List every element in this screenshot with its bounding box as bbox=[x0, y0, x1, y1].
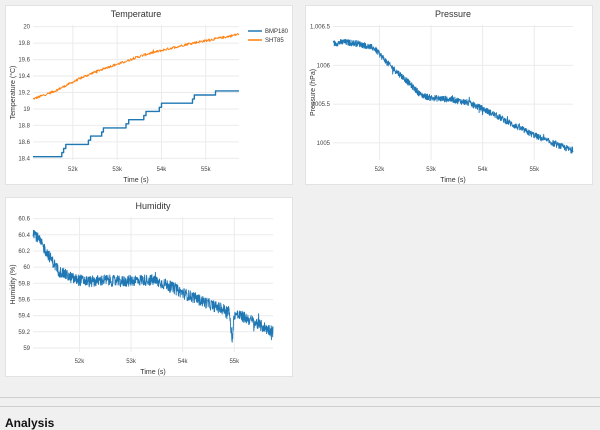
y-tick-label: 59.4 bbox=[18, 314, 30, 320]
x-tick-label: 55k bbox=[201, 167, 212, 173]
y-tick-label: 19 bbox=[23, 107, 30, 113]
series-line-hum bbox=[32, 229, 274, 343]
x-tick-label: 53k bbox=[126, 359, 137, 365]
pressure-chart-panel: Pressure 1005 1005.5 1006 1,006.5 52k 53k 54k 55… bbox=[305, 5, 593, 185]
x-tick-label: 55k bbox=[529, 167, 540, 173]
x-axis-label: Time (s) bbox=[140, 369, 165, 376]
series-line-bmp180 bbox=[33, 90, 239, 158]
humidity-chart-panel: Humidity 59 59.2 59.4 59.6 59.8 60 60.2 60.4 60.6… bbox=[5, 197, 293, 377]
y-tick-label: 19.6 bbox=[18, 58, 30, 64]
chart-title: Humidity bbox=[135, 201, 171, 211]
y-tick-label: 18.8 bbox=[18, 123, 30, 129]
y-tick-label: 18.4 bbox=[18, 156, 30, 162]
temperature-chart-panel: Temperature 18.4 18.6 18.8 19 19.2 19.4 19.6 19.… bbox=[5, 5, 293, 185]
section-divider bbox=[0, 406, 600, 407]
x-tick-label: 52k bbox=[75, 359, 86, 365]
y-tick-label: 20 bbox=[23, 25, 30, 31]
y-tick-label: 1005.5 bbox=[312, 102, 331, 108]
y-tick-label: 59.2 bbox=[18, 330, 30, 336]
x-tick-label: 55k bbox=[229, 359, 240, 365]
y-axis-label: Humidity (%) bbox=[10, 264, 17, 304]
y-tick-label: 59.6 bbox=[18, 297, 30, 303]
humidity-chart: Humidity 59 59.2 59.4 59.6 59.8 60 60.2 60.4 60.6… bbox=[10, 201, 274, 376]
y-tick-label: 19.4 bbox=[18, 74, 30, 80]
y-tick-label: 60.2 bbox=[18, 249, 30, 255]
y-tick-label: 1,006.5 bbox=[310, 25, 331, 31]
x-tick-label: 54k bbox=[157, 167, 168, 173]
x-axis-label: Time (s) bbox=[440, 177, 465, 184]
legend-label: SHT85 bbox=[265, 38, 284, 44]
x-tick-label: 52k bbox=[68, 167, 79, 173]
x-tick-label: 54k bbox=[178, 359, 189, 365]
x-tick-label: 53k bbox=[426, 167, 437, 173]
y-tick-label: 59 bbox=[23, 346, 30, 352]
pressure-chart: Pressure 1005 1005.5 1006 1,006.5 52k 53k 54k 55… bbox=[310, 9, 574, 184]
x-tick-label: 53k bbox=[112, 167, 123, 173]
legend-label: BMP180 bbox=[265, 29, 289, 35]
chart-title: Temperature bbox=[111, 9, 162, 19]
y-tick-label: 60.4 bbox=[18, 233, 30, 239]
y-axis-label: Temperature (°C) bbox=[9, 66, 17, 120]
grid bbox=[33, 25, 239, 160]
section-divider bbox=[0, 397, 600, 398]
y-tick-label: 59.8 bbox=[18, 281, 30, 287]
x-tick-label: 54k bbox=[478, 167, 489, 173]
y-tick-label: 19.8 bbox=[18, 41, 30, 47]
y-tick-label: 60 bbox=[23, 265, 30, 271]
x-axis-label: Time (s) bbox=[123, 177, 148, 184]
y-tick-label: 1006 bbox=[317, 63, 331, 69]
chart-title: Pressure bbox=[435, 9, 471, 19]
x-tick-label: 52k bbox=[375, 167, 386, 173]
analysis-heading: Analysis bbox=[5, 416, 55, 430]
y-tick-label: 60.6 bbox=[18, 217, 30, 223]
y-axis-label: Pressure (hPa) bbox=[310, 69, 317, 116]
y-tick-label: 19.2 bbox=[18, 91, 30, 97]
series-line-sht85 bbox=[32, 33, 240, 100]
y-tick-label: 18.6 bbox=[18, 140, 30, 146]
temperature-chart: Temperature 18.4 18.6 18.8 19 19.2 19.4 19.6 19.… bbox=[9, 9, 289, 184]
y-tick-label: 1005 bbox=[317, 141, 331, 147]
grid bbox=[333, 25, 573, 160]
series-line-press bbox=[332, 38, 574, 154]
